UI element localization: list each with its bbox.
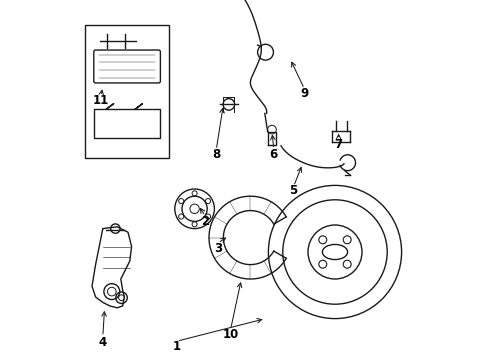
Text: 3: 3 xyxy=(214,242,222,255)
Text: 11: 11 xyxy=(93,94,109,107)
Bar xyxy=(94,109,160,138)
Text: 5: 5 xyxy=(290,184,298,197)
Text: 1: 1 xyxy=(172,340,181,353)
Text: 7: 7 xyxy=(335,138,343,150)
Text: 2: 2 xyxy=(201,215,209,228)
Text: 9: 9 xyxy=(300,87,309,100)
Text: 10: 10 xyxy=(222,328,239,341)
Text: 8: 8 xyxy=(212,148,220,161)
Text: 6: 6 xyxy=(270,148,278,161)
Bar xyxy=(85,25,170,158)
Text: 4: 4 xyxy=(98,336,107,348)
